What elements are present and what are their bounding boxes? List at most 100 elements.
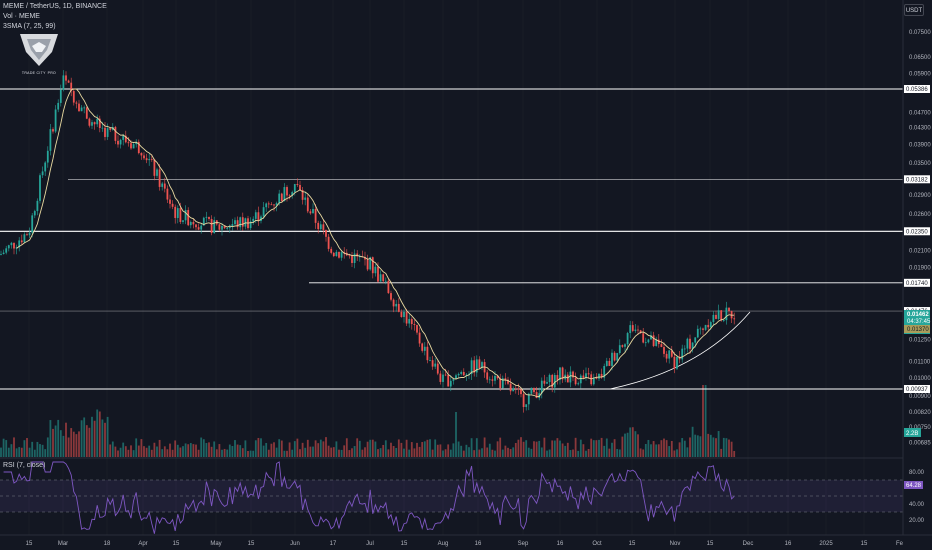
horizontal-levels[interactable]	[0, 88, 903, 390]
candle-body	[364, 257, 366, 260]
candle-body	[317, 222, 320, 230]
candle-body	[299, 185, 301, 191]
candle-body	[163, 183, 166, 189]
candle-body	[49, 129, 52, 151]
volume-bar	[574, 437, 577, 457]
volume-bar	[184, 443, 187, 457]
candle-body	[447, 374, 450, 387]
candle-body	[67, 80, 70, 83]
price-tick: 0.05900	[909, 71, 931, 77]
volume-bar	[109, 444, 112, 457]
volume-bar	[319, 439, 322, 457]
candle-body	[491, 379, 494, 381]
price-axis[interactable]: 0.07500 0.06500 0.05900 0.04700 0.04300 0.039…	[909, 30, 931, 447]
rounding-bottom-arc[interactable]	[609, 311, 751, 390]
candle-body	[691, 342, 694, 349]
volume-bar	[41, 444, 44, 457]
candle-body	[325, 229, 327, 237]
rsi-legend[interactable]: RSI (7, close)	[3, 462, 46, 469]
volume-bar	[397, 439, 400, 457]
candle-body	[132, 144, 135, 149]
time-tick: 2025	[819, 541, 833, 547]
volume-bar	[75, 434, 78, 457]
price-tick: 0.01100	[909, 359, 931, 365]
candle-body	[626, 333, 629, 345]
volume-bar	[20, 447, 23, 457]
candle-body	[171, 203, 174, 207]
volume-bar	[408, 449, 411, 457]
volume-bar	[540, 447, 543, 457]
volume-bar	[132, 450, 135, 457]
candle-body	[704, 324, 707, 330]
candle-body	[213, 220, 216, 234]
volume-bar	[145, 447, 148, 457]
candle-body	[179, 208, 182, 222]
volume-bar	[605, 438, 608, 457]
candle-body	[670, 350, 673, 357]
volume-bar	[23, 440, 26, 457]
price-tick: 0.03500	[909, 161, 931, 167]
volume-bar	[197, 449, 200, 457]
candle-body	[720, 310, 723, 321]
volume-bar	[44, 449, 47, 457]
price-tick: 0.02900	[909, 193, 931, 199]
volume-bar	[218, 444, 221, 457]
logo-suffix: PRO	[47, 71, 57, 75]
volume-bar	[371, 439, 374, 457]
candle-body	[551, 374, 554, 388]
volume-bar	[561, 443, 564, 457]
price-tick: 0.01900	[909, 266, 931, 272]
candle-body	[509, 383, 512, 392]
candle-body	[59, 89, 62, 103]
candle-body	[416, 324, 418, 333]
volume-bar	[200, 437, 203, 457]
volume-legend[interactable]: Vol · MEME	[3, 13, 40, 20]
currency-button[interactable]: USDT	[904, 4, 924, 16]
volume-bar	[267, 449, 270, 457]
volume-bar	[228, 444, 231, 457]
symbol-title[interactable]: MEME / TetherUS, 1D, BINANCE	[3, 3, 107, 10]
volume-bar	[26, 438, 28, 457]
volume-bar	[119, 447, 122, 457]
volume-bar	[288, 442, 291, 457]
candle-body	[36, 200, 39, 212]
candle-body	[611, 352, 613, 366]
volume-bar	[421, 442, 424, 457]
volume-bar	[478, 449, 481, 457]
volume-bar	[657, 444, 660, 457]
candle-body	[10, 242, 13, 246]
time-axis[interactable]: 15 Mar 18 Apr 15 May 15 Jun 17 Jul 15 Aug 16 Sep 16 Oct…	[26, 541, 904, 547]
time-tick: Dec	[743, 541, 754, 547]
volume-bar	[340, 449, 343, 457]
volume-bar	[634, 431, 637, 457]
candle-body	[426, 346, 429, 361]
time-tick: 18	[104, 541, 111, 547]
candle-body	[696, 328, 699, 338]
volume-bar	[31, 441, 34, 457]
candle-body	[600, 373, 603, 378]
volume-bar	[163, 446, 166, 457]
candle-body	[702, 328, 704, 330]
crest-icon	[20, 34, 58, 66]
candle-body	[585, 373, 587, 378]
volume-bar	[439, 444, 442, 457]
price-tick: 0.00685	[909, 441, 931, 447]
volume-bar	[153, 442, 156, 457]
candle-body	[301, 190, 304, 200]
volume-bar	[470, 438, 473, 457]
candle-body	[0, 254, 2, 255]
candle-body	[501, 378, 504, 388]
candle-body	[717, 310, 720, 319]
candle-body	[496, 375, 499, 379]
volume-bar	[356, 438, 359, 457]
candle-body	[5, 248, 8, 253]
volume-bar	[189, 443, 192, 457]
sma-legend[interactable]: 3SMA (7, 25, 99)	[3, 23, 56, 30]
time-tick: May	[210, 541, 221, 547]
candle-body	[184, 210, 187, 221]
candle-body	[280, 193, 283, 202]
candle-body	[202, 217, 205, 226]
volume-bar	[384, 440, 387, 457]
volume-bar	[462, 450, 465, 457]
